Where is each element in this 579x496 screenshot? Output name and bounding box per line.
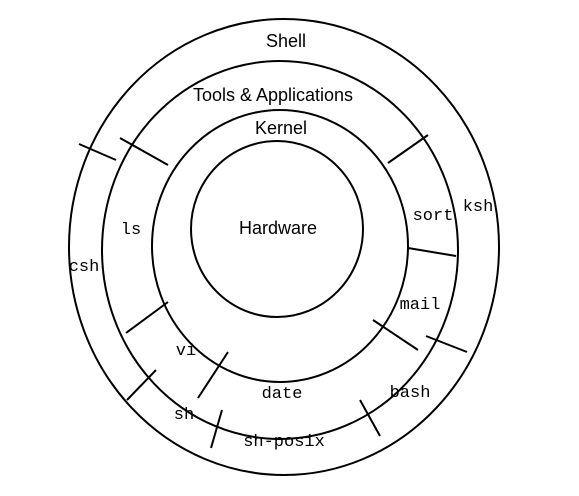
tools-label: Tools & Applications (193, 85, 353, 105)
shell-ksh-label: ksh (463, 198, 494, 217)
shell-sh-label: sh (174, 406, 194, 425)
divider-mail-date (372, 319, 419, 351)
hardware-circle (190, 140, 364, 318)
divider-posix-bash (359, 399, 381, 437)
divider-sort-mail (407, 247, 457, 257)
tool-vi-label: vi (176, 342, 196, 361)
divider-csh-top (78, 143, 117, 161)
divider-sh-posix (210, 409, 223, 449)
tool-sort-label: sort (413, 207, 454, 226)
tool-date-label: date (262, 385, 303, 404)
shell-label: Shell (266, 31, 306, 51)
tool-mail-label: mail (400, 296, 441, 315)
tools-ring (101, 60, 459, 440)
shell-csh-label: csh (69, 258, 100, 277)
divider-csh-sh (126, 369, 157, 401)
shell-ring (68, 18, 500, 476)
divider-vi-date (197, 351, 229, 399)
kernel-ring (151, 109, 409, 383)
divider-ls-top (119, 137, 169, 166)
tool-ls-label: ls (121, 221, 141, 240)
divider-ls-vi (125, 301, 169, 334)
hardware-label: Hardware (239, 218, 317, 238)
kernel-label: Kernel (255, 118, 307, 138)
shell-sh-posix-label: sh-posix (243, 433, 325, 452)
shell-bash-label: bash (390, 384, 431, 403)
divider-bash-ksh (425, 335, 468, 353)
divider-sort-top (387, 134, 429, 164)
